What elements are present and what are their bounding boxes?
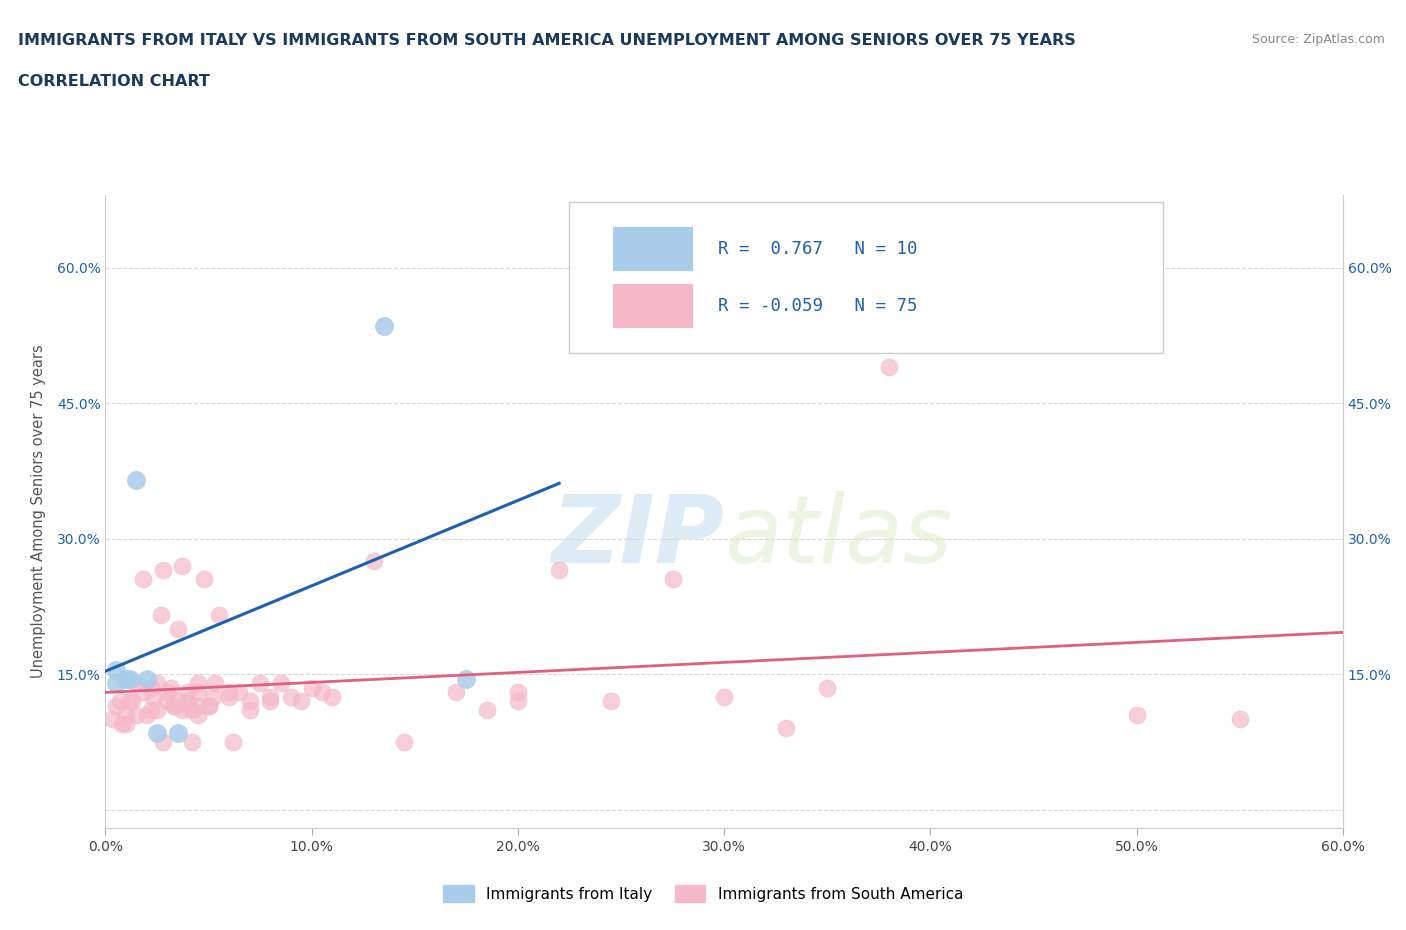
Point xyxy=(177,694,200,709)
Point xyxy=(170,558,193,573)
Point xyxy=(259,689,281,704)
Point xyxy=(100,711,122,726)
Point xyxy=(259,694,281,709)
Point xyxy=(125,472,148,487)
Point xyxy=(146,703,169,718)
Point xyxy=(208,608,231,623)
Point xyxy=(187,676,209,691)
Point xyxy=(218,684,240,699)
Point xyxy=(152,563,174,578)
Point xyxy=(139,680,162,695)
Point xyxy=(661,572,683,587)
Point xyxy=(131,684,153,699)
Point xyxy=(193,572,215,587)
Point xyxy=(111,716,134,731)
Point xyxy=(150,608,173,623)
Point xyxy=(204,676,226,691)
FancyBboxPatch shape xyxy=(613,284,693,328)
Point xyxy=(270,676,292,691)
Point xyxy=(280,689,302,704)
Point xyxy=(146,725,169,740)
Point xyxy=(548,563,571,578)
Point xyxy=(506,694,529,709)
Point xyxy=(775,721,797,736)
Point xyxy=(201,689,224,704)
Point xyxy=(166,725,188,740)
Point xyxy=(475,703,498,718)
Point xyxy=(181,735,204,750)
Point xyxy=(599,694,621,709)
Point xyxy=(1229,711,1251,726)
Point xyxy=(120,671,142,686)
Point xyxy=(162,698,184,713)
Point xyxy=(135,671,157,686)
Point xyxy=(218,689,240,704)
Point xyxy=(135,708,157,723)
Point xyxy=(197,698,219,713)
Text: R = -0.059   N = 75: R = -0.059 N = 75 xyxy=(718,297,917,315)
Point xyxy=(239,703,262,718)
Point xyxy=(152,735,174,750)
Point xyxy=(187,698,209,713)
Point xyxy=(1125,708,1147,723)
Point xyxy=(162,698,184,713)
Point xyxy=(249,676,271,691)
Point xyxy=(363,553,385,568)
Point xyxy=(239,694,262,709)
Point xyxy=(104,676,127,691)
Point xyxy=(142,689,165,704)
Point xyxy=(170,703,193,718)
Point xyxy=(181,703,204,718)
Text: atlas: atlas xyxy=(724,491,952,582)
Point xyxy=(228,684,250,699)
Point xyxy=(156,694,179,709)
Point xyxy=(115,708,138,723)
Point xyxy=(301,680,323,695)
Point xyxy=(166,621,188,636)
Point xyxy=(394,735,416,750)
Point xyxy=(197,698,219,713)
Point xyxy=(125,708,148,723)
Point xyxy=(177,698,200,713)
Point xyxy=(115,671,138,686)
Text: R =  0.767   N = 10: R = 0.767 N = 10 xyxy=(718,240,917,258)
Point xyxy=(108,694,131,709)
Point xyxy=(131,572,153,587)
FancyBboxPatch shape xyxy=(569,202,1163,353)
Point xyxy=(222,735,245,750)
Y-axis label: Unemployment Among Seniors over 75 years: Unemployment Among Seniors over 75 years xyxy=(31,345,45,678)
Point xyxy=(373,319,395,334)
Point xyxy=(160,680,183,695)
Text: IMMIGRANTS FROM ITALY VS IMMIGRANTS FROM SOUTH AMERICA UNEMPLOYMENT AMONG SENIOR: IMMIGRANTS FROM ITALY VS IMMIGRANTS FROM… xyxy=(18,33,1076,47)
Point xyxy=(115,716,138,731)
Point xyxy=(713,689,735,704)
Point xyxy=(311,684,333,699)
Point xyxy=(104,698,127,713)
Point xyxy=(177,684,200,699)
Point xyxy=(166,694,188,709)
Point xyxy=(187,708,209,723)
Point xyxy=(156,684,179,699)
Point xyxy=(456,671,478,686)
Text: Source: ZipAtlas.com: Source: ZipAtlas.com xyxy=(1251,33,1385,46)
FancyBboxPatch shape xyxy=(613,227,693,272)
Text: ZIP: ZIP xyxy=(551,491,724,583)
Point xyxy=(877,360,900,375)
Legend: Immigrants from Italy, Immigrants from South America: Immigrants from Italy, Immigrants from S… xyxy=(437,879,969,909)
Point xyxy=(444,684,467,699)
Point xyxy=(104,662,127,677)
Point xyxy=(120,694,142,709)
Point xyxy=(187,684,209,699)
Point xyxy=(321,689,343,704)
Point xyxy=(290,694,312,709)
Text: CORRELATION CHART: CORRELATION CHART xyxy=(18,74,209,89)
Point xyxy=(815,680,838,695)
Point xyxy=(506,684,529,699)
Point xyxy=(121,694,143,709)
Point xyxy=(146,676,169,691)
Point xyxy=(139,703,162,718)
Point xyxy=(125,676,148,691)
